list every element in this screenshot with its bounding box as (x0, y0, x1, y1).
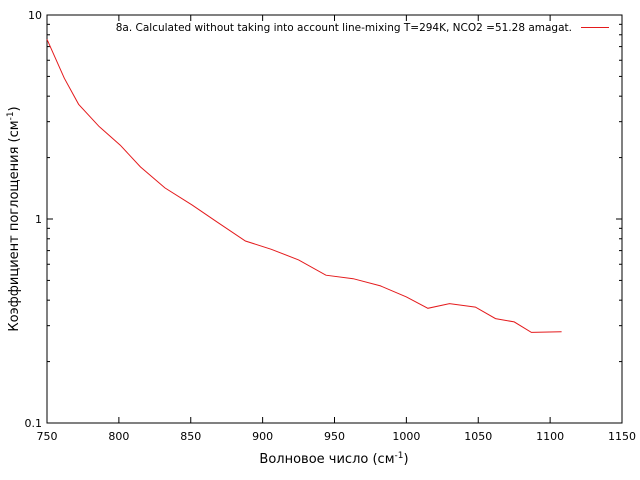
x-tick-label: 950 (324, 430, 345, 443)
series-group (46, 39, 562, 333)
x-tick-label: 750 (37, 430, 58, 443)
x-tick-label: 1100 (536, 430, 564, 443)
x-tick-label: 850 (180, 430, 201, 443)
x-tick-label: 1150 (608, 430, 636, 443)
y-axis-label: Коэффициент поглощения (см-1) (6, 106, 22, 331)
x-axis-label: Волновое число (см-1) (259, 451, 408, 467)
plot-frame (46, 14, 623, 424)
y-tick-label: 0.1 (25, 417, 43, 430)
legend-label: 8a. Calculated without taking into accou… (116, 22, 572, 34)
x-tick-label: 800 (108, 430, 129, 443)
legend: 8a. Calculated without taking into accou… (116, 22, 609, 34)
x-tick-label: 1050 (464, 430, 492, 443)
x-tick-label: 900 (252, 430, 273, 443)
y-axis-ticks: 0.1 1 10 (25, 9, 622, 430)
x-tick-label: 1000 (392, 430, 420, 443)
y-tick-label: 10 (28, 9, 42, 22)
y-tick-label: 1 (35, 213, 42, 226)
series-line-0 (46, 39, 562, 333)
x-axis-ticks: 750 800 850 900 950 1000 1050 1100 1150 (37, 15, 636, 443)
